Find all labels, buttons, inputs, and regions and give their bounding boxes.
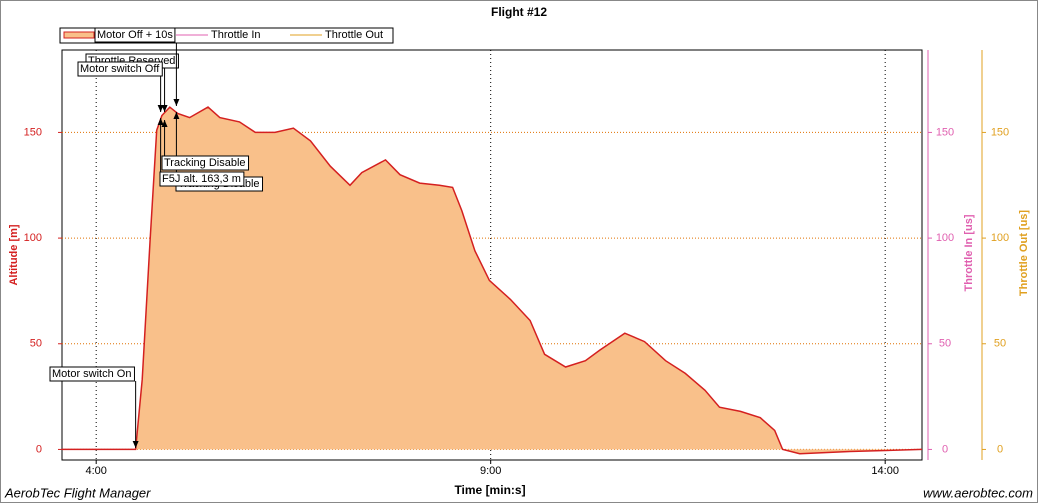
y2-tick-label: 150 xyxy=(936,126,954,138)
y2-tick-label: 100 xyxy=(936,232,954,244)
annotation-label: F5J alt. 163,3 m xyxy=(162,173,241,185)
annotation-label: Motor switch On xyxy=(52,368,131,380)
annotation-box xyxy=(159,171,245,187)
annotation: Motor switch On xyxy=(49,366,139,448)
x-tick-label: 9:00 xyxy=(480,465,501,477)
arrow-head xyxy=(157,118,164,125)
y3-axis-label: Throttle Out [us] xyxy=(1018,210,1030,296)
arrow-head xyxy=(161,120,168,127)
x-tick-label: 14:00 xyxy=(871,465,899,477)
annotation-box xyxy=(49,366,135,382)
legend-label: Motor Off + 10s xyxy=(97,29,173,41)
y-tick-label: 100 xyxy=(24,232,42,244)
legend-label: Throttle Out xyxy=(325,29,383,41)
y-tick-label: 0 xyxy=(36,443,42,455)
y3-tick-label: 50 xyxy=(994,338,1006,350)
y3-tick-label: 150 xyxy=(991,126,1009,138)
arrow-head xyxy=(157,105,164,112)
arrow-head xyxy=(173,112,180,119)
legend-label: Throttle In xyxy=(211,29,261,41)
y3-tick-label: 100 xyxy=(991,232,1009,244)
legend-swatch xyxy=(63,31,95,39)
y2-tick-label: 50 xyxy=(939,338,951,350)
annotation: Motor switch Off xyxy=(77,61,164,112)
arrow-head xyxy=(173,99,180,106)
area-fill xyxy=(62,107,922,454)
legend-label-box xyxy=(94,27,176,43)
annotation-label: Tracking Disable xyxy=(164,157,246,169)
arrow-head xyxy=(161,105,168,112)
annotation-box xyxy=(161,155,250,171)
annotation: F5J alt. 163,3 m xyxy=(157,118,245,187)
y2-tick-label: 0 xyxy=(942,443,948,455)
x-tick-label: 4:00 xyxy=(85,465,106,477)
y-tick-label: 50 xyxy=(30,338,42,350)
legend: Motor Off + 10s Throttle In Throttle Out xyxy=(59,27,394,44)
annotation-label: Motor switch Off xyxy=(80,63,160,75)
y-axis-label: Altitude [m] xyxy=(8,224,20,285)
y3-tick-label: 0 xyxy=(997,443,1003,455)
chart-title: Flight #12 xyxy=(491,5,547,19)
arrow-head xyxy=(132,441,139,448)
altitude-line xyxy=(62,106,923,455)
y-tick-label: 150 xyxy=(24,126,42,138)
footer-left: AerobTec Flight Manager xyxy=(4,485,151,500)
footer-right: www.aerobtec.com xyxy=(923,485,1033,500)
annotation-box xyxy=(77,61,163,77)
y2-axis-label: Throttle In [us] xyxy=(963,214,975,291)
x-axis-label: Time [min:s] xyxy=(454,483,525,497)
annotation: Tracking Disable xyxy=(161,120,250,171)
